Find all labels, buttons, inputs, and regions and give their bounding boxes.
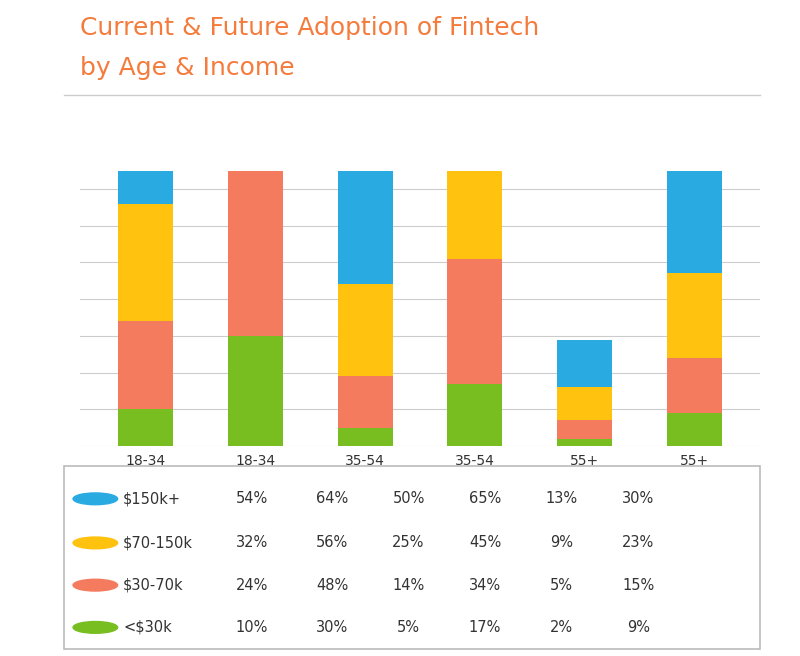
Bar xyxy=(557,387,612,420)
Bar xyxy=(338,377,393,428)
Circle shape xyxy=(73,621,118,633)
Text: 54%: 54% xyxy=(236,491,268,506)
Bar xyxy=(557,439,612,446)
Bar xyxy=(447,93,502,258)
Bar xyxy=(666,358,722,413)
Bar xyxy=(447,384,502,446)
Text: 56%: 56% xyxy=(316,535,348,550)
Text: 30%: 30% xyxy=(316,620,348,635)
Text: 17%: 17% xyxy=(469,620,502,635)
Circle shape xyxy=(73,537,118,549)
Text: 9%: 9% xyxy=(550,535,573,550)
Text: 5%: 5% xyxy=(550,578,573,592)
Bar xyxy=(228,159,283,336)
Bar xyxy=(666,274,722,358)
Text: 45%: 45% xyxy=(469,535,502,550)
Text: 30%: 30% xyxy=(622,491,654,506)
Text: $30-70k: $30-70k xyxy=(123,578,184,592)
Bar xyxy=(228,0,283,159)
Bar xyxy=(118,321,174,409)
Text: <$30k: <$30k xyxy=(123,620,172,635)
Text: 48%: 48% xyxy=(316,578,348,592)
Bar xyxy=(118,5,174,203)
Circle shape xyxy=(73,579,118,591)
Bar xyxy=(338,285,393,377)
Text: 64%: 64% xyxy=(316,491,348,506)
Text: 65%: 65% xyxy=(469,491,502,506)
Text: 13%: 13% xyxy=(546,491,578,506)
Text: 10%: 10% xyxy=(236,620,268,635)
Text: 15%: 15% xyxy=(622,578,654,592)
Bar xyxy=(118,203,174,321)
Text: $150k+: $150k+ xyxy=(123,491,181,506)
Bar xyxy=(118,409,174,446)
Circle shape xyxy=(73,493,118,504)
Bar xyxy=(557,420,612,439)
Text: 14%: 14% xyxy=(392,578,425,592)
FancyBboxPatch shape xyxy=(64,466,760,649)
Text: 25%: 25% xyxy=(392,535,425,550)
Text: 5%: 5% xyxy=(397,620,420,635)
Text: by Age & Income: by Age & Income xyxy=(80,56,294,80)
Text: 24%: 24% xyxy=(236,578,268,592)
Text: 50%: 50% xyxy=(392,491,425,506)
Bar xyxy=(447,0,502,93)
Text: 2%: 2% xyxy=(550,620,574,635)
Text: Current & Future Adoption of Fintech: Current & Future Adoption of Fintech xyxy=(80,16,539,41)
Bar xyxy=(447,258,502,384)
Bar xyxy=(666,163,722,274)
Bar xyxy=(557,340,612,387)
Text: 23%: 23% xyxy=(622,535,654,550)
Text: $70-150k: $70-150k xyxy=(123,535,193,550)
Bar xyxy=(338,101,393,285)
Text: 9%: 9% xyxy=(626,620,650,635)
Text: 32%: 32% xyxy=(236,535,268,550)
Bar xyxy=(228,336,283,446)
Bar xyxy=(666,413,722,446)
Text: 34%: 34% xyxy=(469,578,501,592)
Bar xyxy=(338,428,393,446)
